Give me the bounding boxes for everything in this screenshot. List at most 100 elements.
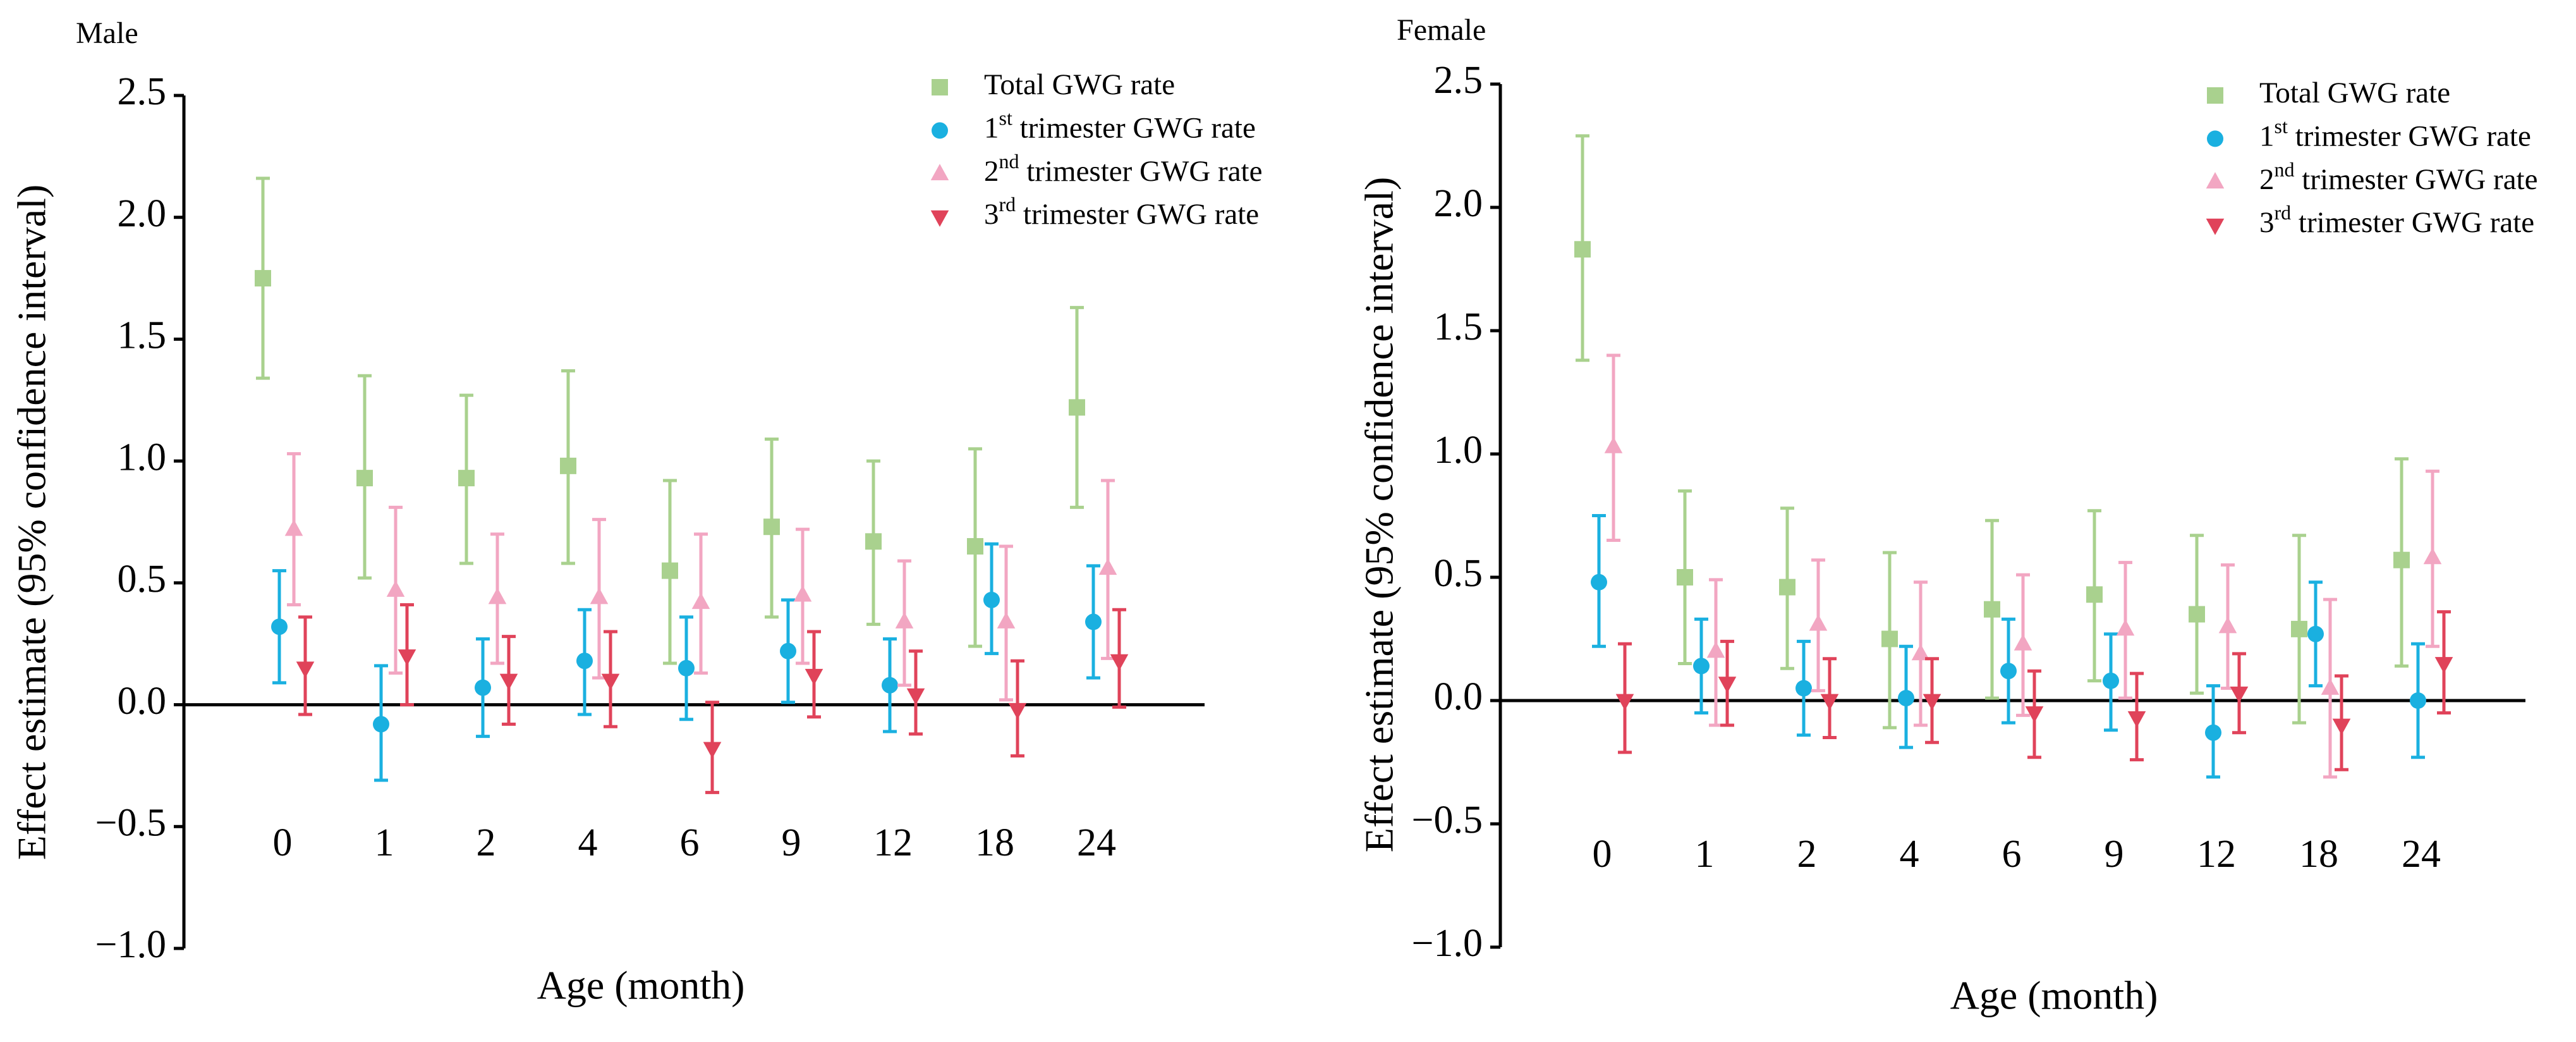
point: [1779, 579, 1795, 596]
point: [2205, 724, 2221, 741]
x-tick-label: 18: [2299, 833, 2338, 876]
legend-marker: [2207, 130, 2223, 147]
point: [373, 716, 389, 733]
legend-marker: [2206, 218, 2225, 235]
x-tick-label: 9: [2105, 833, 2124, 876]
point: [1795, 680, 1812, 697]
point: [488, 587, 507, 604]
y-axis-label: Effect estimate (95% confidence interval…: [1357, 177, 1402, 853]
point: [2025, 706, 2044, 723]
point: [1008, 702, 1027, 720]
point: [1718, 677, 1737, 694]
x-tick-label: 12: [2197, 833, 2236, 876]
point: [1069, 399, 1085, 416]
y-axis-label: Effect estimate (95% confidence interval…: [9, 185, 54, 861]
point: [2332, 718, 2351, 735]
point: [284, 519, 303, 536]
point: [2086, 586, 2103, 603]
legend-marker: [932, 79, 948, 95]
x-tick-label: 4: [578, 821, 598, 864]
chart-title: Female: [1397, 13, 1486, 47]
x-tick-label: 6: [680, 821, 700, 864]
y-tick-label: 0.0: [1434, 675, 1483, 718]
point: [2423, 548, 2442, 565]
point: [763, 518, 780, 536]
point: [2393, 551, 2410, 568]
x-tick-label: 24: [1077, 821, 1116, 864]
point: [703, 742, 722, 759]
point: [1984, 601, 2000, 618]
x-axis-label: Age (month): [1950, 973, 2158, 1018]
point: [2410, 692, 2426, 709]
y-tick-label: 0.5: [1434, 552, 1483, 595]
x-tick-label: 0: [273, 821, 293, 864]
x-tick-label: 2: [477, 821, 496, 864]
point: [398, 649, 416, 666]
y-tick-label: 0.5: [118, 558, 167, 601]
x-tick-label: 2: [1797, 833, 1817, 876]
x-tick-label: 12: [873, 821, 913, 864]
point: [601, 673, 620, 690]
legend-marker: [2206, 172, 2225, 189]
point: [1677, 569, 1693, 585]
point: [1881, 630, 1898, 647]
point: [1898, 690, 1914, 707]
y-tick-label: −0.5: [95, 802, 166, 845]
point: [997, 611, 1016, 628]
point: [2218, 616, 2237, 634]
point: [865, 533, 882, 550]
y-tick-label: 2.5: [118, 70, 167, 113]
point: [1574, 241, 1591, 258]
point: [1110, 654, 1129, 671]
legend-label: Total GWG rate: [2259, 77, 2450, 109]
chart-title: Male: [76, 16, 138, 50]
legend-label: 3rd trimester GWG rate: [984, 193, 1259, 230]
point: [983, 591, 1000, 608]
point: [691, 592, 710, 610]
point: [793, 585, 812, 602]
point: [2103, 672, 2119, 689]
point: [2014, 634, 2032, 651]
point: [1085, 613, 1102, 630]
x-tick-label: 6: [2002, 833, 2022, 876]
point: [1693, 658, 1710, 675]
point: [662, 562, 678, 579]
point: [499, 673, 518, 690]
legend-label: 1st trimester GWG rate: [984, 107, 1256, 144]
point: [1820, 694, 1839, 711]
point: [1098, 558, 1117, 575]
y-tick-label: 2.5: [1434, 59, 1483, 102]
legend-marker: [930, 210, 949, 227]
point: [2230, 686, 2249, 703]
point: [475, 679, 491, 696]
y-tick-label: −0.5: [1412, 799, 1483, 842]
point: [356, 470, 373, 487]
point: [882, 677, 898, 694]
point: [2291, 620, 2307, 637]
point: [2189, 606, 2205, 623]
point: [678, 659, 695, 677]
point: [780, 642, 796, 659]
point: [2000, 663, 2017, 680]
x-tick-label: 0: [1593, 833, 1612, 876]
point: [1604, 436, 1623, 453]
x-tick-label: 1: [375, 821, 394, 864]
y-tick-label: 1.0: [118, 436, 167, 479]
point: [2116, 619, 2135, 636]
point: [1706, 641, 1725, 658]
point: [1809, 614, 1828, 631]
y-tick-label: 2.0: [118, 192, 167, 235]
legend-label: 2nd trimester GWG rate: [2259, 158, 2537, 195]
point: [271, 618, 288, 635]
y-tick-label: 2.0: [1434, 182, 1483, 225]
point: [967, 538, 983, 555]
y-tick-label: 1.5: [1434, 305, 1483, 348]
x-axis-label: Age (month): [537, 963, 745, 1008]
point: [560, 457, 576, 474]
y-tick-label: −1.0: [95, 923, 166, 966]
x-tick-label: 4: [1900, 833, 1919, 876]
point: [2127, 711, 2146, 728]
y-tick-label: 1.5: [118, 314, 167, 357]
point: [1923, 694, 1941, 711]
